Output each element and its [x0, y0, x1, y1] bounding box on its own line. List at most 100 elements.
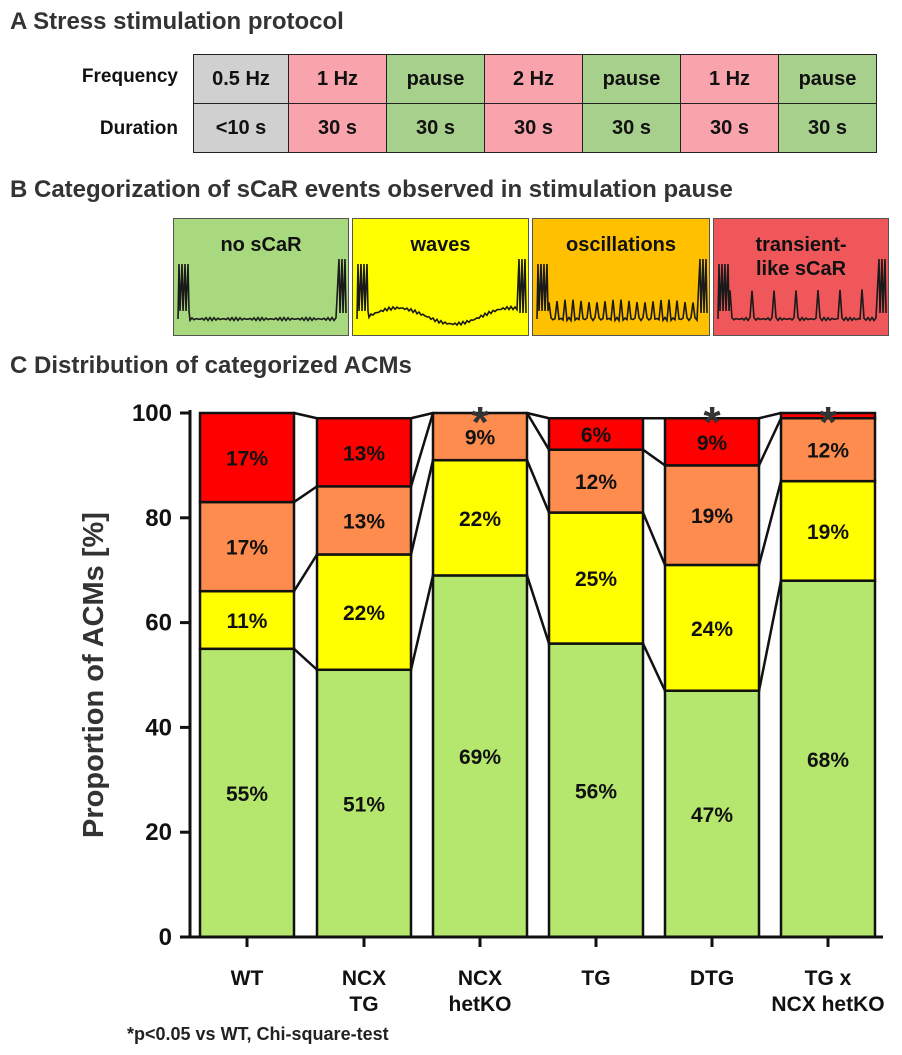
- category-label: waves: [410, 234, 471, 256]
- calcium-trace: [356, 258, 527, 327]
- duration-cell: 30 s: [386, 103, 485, 153]
- bar-segment: [779, 411, 877, 420]
- bar-value-label: 68%: [807, 749, 849, 772]
- connector-line: [525, 459, 551, 514]
- significance-marker: *: [471, 398, 489, 447]
- bar-segment: [315, 485, 413, 556]
- frequency-cell: pause: [582, 54, 681, 104]
- bar-value-label: 22%: [459, 508, 501, 531]
- duration-cell: 30 s: [288, 103, 387, 153]
- y-tick-label: 20: [145, 819, 172, 846]
- bar-value-label: 9%: [465, 427, 496, 450]
- connector-line: [525, 575, 551, 644]
- connector-line: [526, 411, 550, 420]
- bar-value-label: 69%: [459, 746, 501, 769]
- duration-row: <10 s 30 s 30 s 30 s 30 s 30 s 30 s: [193, 103, 877, 153]
- bar-value-label: 13%: [343, 442, 385, 465]
- bar-value-label: 19%: [807, 521, 849, 544]
- bar-value-label: 51%: [343, 793, 385, 816]
- bar-value-label: 24%: [691, 618, 733, 641]
- frequency-cell: pause: [778, 54, 877, 104]
- section-b-title: B Categorization of sCaR events observed…: [10, 176, 733, 203]
- section-c-title: C Distribution of categorized ACMs: [10, 352, 412, 379]
- bar-segment: [663, 563, 761, 692]
- connector-line: [757, 480, 783, 566]
- y-axis-label: Proportion of ACMs [%]: [78, 512, 110, 838]
- connector-line: [409, 412, 435, 487]
- bar-segment: [779, 579, 877, 939]
- bar-segment: [315, 416, 413, 488]
- duration-cell: 30 s: [680, 103, 779, 153]
- bar-segment: [198, 647, 296, 939]
- bar-value-label: 25%: [575, 568, 617, 591]
- connector-line: [642, 448, 666, 467]
- section-a-title: A Stress stimulation protocol: [10, 8, 344, 35]
- bar-segment: [663, 416, 761, 467]
- connector-line: [641, 512, 667, 566]
- duration-cell: 30 s: [484, 103, 583, 153]
- y-tick-label: 100: [132, 400, 172, 427]
- duration-cell: <10 s: [193, 103, 289, 153]
- calcium-trace: [536, 258, 708, 323]
- x-tick-label: NCX hetKO: [449, 967, 512, 1016]
- x-tick-label: TG x NCX hetKO: [771, 967, 884, 1016]
- connector-line: [525, 412, 551, 451]
- x-tick-label: WT: [231, 967, 264, 990]
- x-tick-label: TG: [581, 967, 610, 990]
- connector-line: [293, 485, 318, 504]
- frequency-cell: pause: [386, 54, 485, 104]
- bar-segment: [315, 668, 413, 939]
- frequency-cell: 2 Hz: [484, 54, 583, 104]
- y-tick-label: 80: [145, 505, 172, 532]
- bar-segment: [547, 448, 645, 514]
- bar-value-label: 13%: [343, 510, 385, 533]
- category-label: no sCaR: [220, 234, 302, 256]
- connector-line: [293, 411, 318, 420]
- bar-segment: [547, 511, 645, 645]
- x-tick-label: DTG: [690, 967, 734, 990]
- bar-value-label: 12%: [807, 440, 849, 463]
- bar-segment: [198, 589, 296, 651]
- category-panel: oscillations: [532, 218, 710, 336]
- bar-segment: [198, 411, 296, 504]
- frequency-cell: 1 Hz: [288, 54, 387, 104]
- significance-marker: *: [703, 398, 721, 447]
- connector-line: [410, 411, 434, 420]
- frequency-row: 0.5 Hz 1 Hz pause 2 Hz pause 1 Hz pause: [193, 54, 877, 104]
- calcium-trace: [717, 258, 887, 322]
- frequency-row-label: Frequency: [81, 66, 178, 87]
- bar-value-label: 22%: [343, 602, 385, 625]
- frequency-cell: 0.5 Hz: [193, 54, 289, 104]
- significance-marker: *: [819, 398, 837, 447]
- bar-segment: [315, 553, 413, 672]
- duration-row-label: Duration: [99, 118, 178, 139]
- y-tick-label: 0: [159, 924, 172, 951]
- connector-line: [757, 417, 783, 466]
- bar-segment: [431, 574, 529, 939]
- calcium-trace: [177, 258, 347, 323]
- bar-value-label: 55%: [226, 783, 268, 806]
- x-tick-label: NCX TG: [342, 967, 386, 1016]
- connector-line: [409, 575, 435, 671]
- frequency-cell: 1 Hz: [680, 54, 779, 104]
- bar-value-label: 17%: [226, 448, 268, 471]
- stacked-bar-chart: 0 20 40 60 80 100 Proportion of ACMs [%] 55% 11%…: [78, 398, 885, 1016]
- bar-segment: [779, 416, 877, 483]
- connector-line: [641, 643, 667, 692]
- category-panel: no sCaR: [173, 218, 349, 336]
- connector-line: [292, 553, 319, 592]
- bar-value-label: 19%: [691, 505, 733, 528]
- duration-cell: 30 s: [778, 103, 877, 153]
- bar-segment: [547, 416, 645, 451]
- connector-line: [293, 647, 318, 671]
- category-label: transient- like sCaR: [755, 234, 847, 280]
- bar-value-label: 47%: [691, 804, 733, 827]
- bar-value-label: 12%: [575, 471, 617, 494]
- category-label: oscillations: [565, 234, 677, 256]
- y-tick-label: 40: [145, 714, 172, 741]
- duration-cell: 30 s: [582, 103, 681, 153]
- connector-line: [409, 459, 435, 555]
- bar-value-label: 6%: [581, 424, 612, 447]
- y-tick-label: 60: [145, 610, 172, 637]
- bar-value-label: 56%: [575, 780, 617, 803]
